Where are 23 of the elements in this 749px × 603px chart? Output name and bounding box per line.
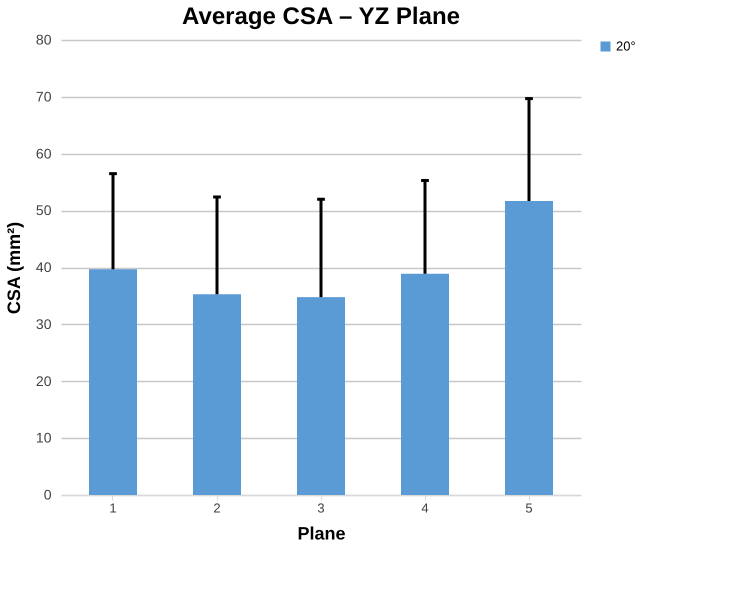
legend-label: 20° [616,38,636,54]
bar [401,274,449,495]
bar [297,297,345,495]
x-tick-label: 4 [421,500,429,516]
y-tick-label: 70 [36,88,52,104]
bar [193,294,241,495]
y-tick-label: 20 [36,372,52,389]
bar [89,269,137,495]
chart-title: Average CSA – YZ Plane [182,3,460,30]
y-tick-label: 30 [36,316,52,332]
y-tick-label: 0 [44,486,52,502]
y-tick-label: 60 [36,145,52,162]
x-tick-label: 2 [213,500,221,516]
bar [505,200,553,495]
y-tick-label: 50 [36,202,52,218]
y-tick-label: 40 [36,259,52,275]
x-tick-label: 3 [317,500,325,516]
x-axis-title: Plane [297,524,346,544]
y-tick-label: 10 [36,430,52,446]
x-tick-label: 1 [109,500,117,516]
x-tick-label: 5 [525,500,533,516]
y-tick-label: 80 [36,32,52,48]
y-axis-title: CSA (mm²) [4,222,24,314]
